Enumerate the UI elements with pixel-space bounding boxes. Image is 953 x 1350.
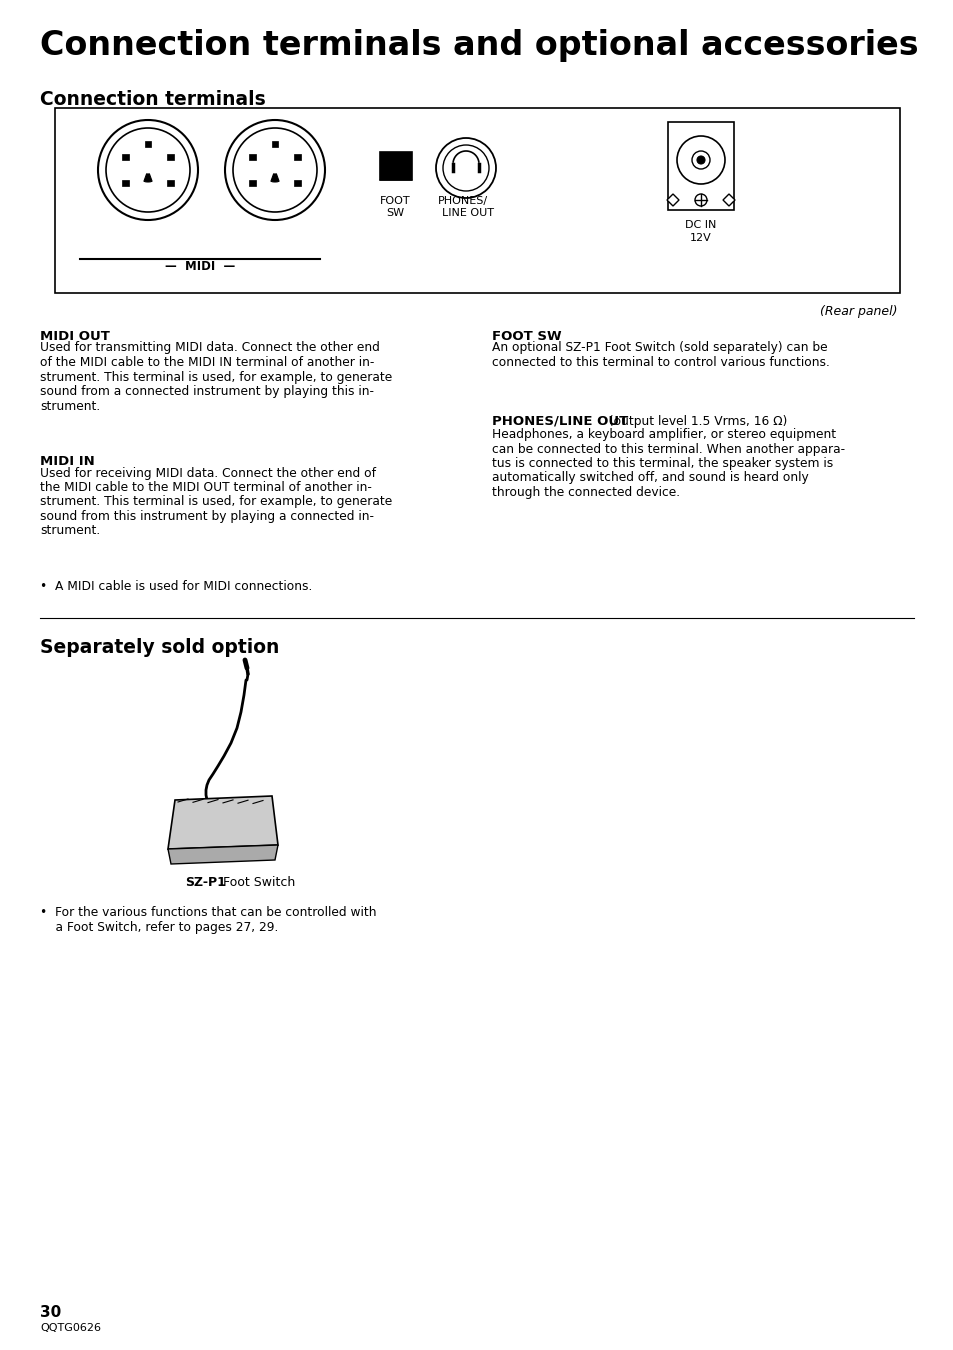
Text: sound from a connected instrument by playing this in-: sound from a connected instrument by pla… bbox=[40, 385, 374, 398]
Text: the MIDI cable to the MIDI OUT terminal of another in-: the MIDI cable to the MIDI OUT terminal … bbox=[40, 481, 372, 494]
Bar bbox=[379, 153, 412, 180]
Text: (Rear panel): (Rear panel) bbox=[820, 305, 897, 319]
Polygon shape bbox=[168, 845, 277, 864]
Circle shape bbox=[691, 151, 709, 169]
Text: 30: 30 bbox=[40, 1305, 61, 1320]
Text: QQTG0626: QQTG0626 bbox=[40, 1323, 101, 1332]
Text: SZ-P1: SZ-P1 bbox=[185, 876, 226, 890]
Text: PHONES/: PHONES/ bbox=[437, 196, 488, 207]
Text: Separately sold option: Separately sold option bbox=[40, 639, 279, 657]
Text: •  A MIDI cable is used for MIDI connections.: • A MIDI cable is used for MIDI connecti… bbox=[40, 580, 312, 593]
Circle shape bbox=[106, 128, 190, 212]
Circle shape bbox=[233, 128, 316, 212]
Text: MIDI IN: MIDI IN bbox=[40, 455, 94, 468]
Circle shape bbox=[98, 120, 198, 220]
Circle shape bbox=[695, 194, 706, 207]
Text: sound from this instrument by playing a connected in-: sound from this instrument by playing a … bbox=[40, 510, 374, 522]
Text: —  MIDI  —: — MIDI — bbox=[165, 261, 234, 273]
Text: FOOT: FOOT bbox=[379, 196, 410, 207]
Polygon shape bbox=[722, 194, 734, 207]
Text: strument.: strument. bbox=[40, 525, 100, 537]
Text: tus is connected to this terminal, the speaker system is: tus is connected to this terminal, the s… bbox=[492, 458, 832, 470]
Circle shape bbox=[677, 136, 724, 184]
Text: ▲ OUT: ▲ OUT bbox=[120, 134, 153, 144]
Text: Used for transmitting MIDI data. Connect the other end: Used for transmitting MIDI data. Connect… bbox=[40, 342, 379, 355]
Text: LINE OUT: LINE OUT bbox=[441, 208, 494, 217]
Text: •  For the various functions that can be controlled with: • For the various functions that can be … bbox=[40, 906, 376, 919]
Wedge shape bbox=[271, 174, 279, 182]
Circle shape bbox=[225, 120, 325, 220]
Text: DC IN: DC IN bbox=[684, 220, 716, 230]
Text: PHONES/LINE OUT: PHONES/LINE OUT bbox=[492, 414, 628, 428]
Text: 12V: 12V bbox=[689, 234, 711, 243]
Text: strument. This terminal is used, for example, to generate: strument. This terminal is used, for exa… bbox=[40, 370, 392, 383]
Circle shape bbox=[436, 138, 496, 198]
Text: MIDI OUT: MIDI OUT bbox=[40, 329, 110, 343]
Polygon shape bbox=[666, 194, 679, 207]
Circle shape bbox=[697, 157, 704, 163]
Text: FOOT SW: FOOT SW bbox=[492, 329, 561, 343]
Text: connected to this terminal to control various functions.: connected to this terminal to control va… bbox=[492, 356, 829, 369]
Text: Foot Switch: Foot Switch bbox=[219, 876, 294, 890]
Text: strument.: strument. bbox=[40, 400, 100, 413]
Text: Connection terminals: Connection terminals bbox=[40, 90, 266, 109]
Text: Headphones, a keyboard amplifier, or stereo equipment: Headphones, a keyboard amplifier, or ste… bbox=[492, 428, 835, 441]
Text: strument. This terminal is used, for example, to generate: strument. This terminal is used, for exa… bbox=[40, 495, 392, 509]
Text: can be connected to this terminal. When another appara-: can be connected to this terminal. When … bbox=[492, 443, 844, 455]
Text: of the MIDI cable to the MIDI IN terminal of another in-: of the MIDI cable to the MIDI IN termina… bbox=[40, 356, 374, 369]
Text: ▲ IN: ▲ IN bbox=[261, 134, 283, 144]
Polygon shape bbox=[379, 163, 412, 180]
Text: a Foot Switch, refer to pages 27, 29.: a Foot Switch, refer to pages 27, 29. bbox=[40, 921, 278, 933]
Wedge shape bbox=[144, 174, 152, 182]
Bar bbox=[55, 108, 899, 293]
Circle shape bbox=[442, 144, 489, 190]
Text: (output level 1.5 Vrms, 16 Ω): (output level 1.5 Vrms, 16 Ω) bbox=[604, 414, 786, 428]
Text: An optional SZ-P1 Foot Switch (sold separately) can be: An optional SZ-P1 Foot Switch (sold sepa… bbox=[492, 342, 827, 355]
Polygon shape bbox=[168, 796, 277, 849]
Text: SW: SW bbox=[386, 208, 404, 217]
Text: through the connected device.: through the connected device. bbox=[492, 486, 679, 500]
Bar bbox=[667, 122, 733, 211]
Text: Connection terminals and optional accessories: Connection terminals and optional access… bbox=[40, 28, 918, 62]
Text: Used for receiving MIDI data. Connect the other end of: Used for receiving MIDI data. Connect th… bbox=[40, 467, 375, 479]
Text: automatically switched off, and sound is heard only: automatically switched off, and sound is… bbox=[492, 471, 808, 485]
